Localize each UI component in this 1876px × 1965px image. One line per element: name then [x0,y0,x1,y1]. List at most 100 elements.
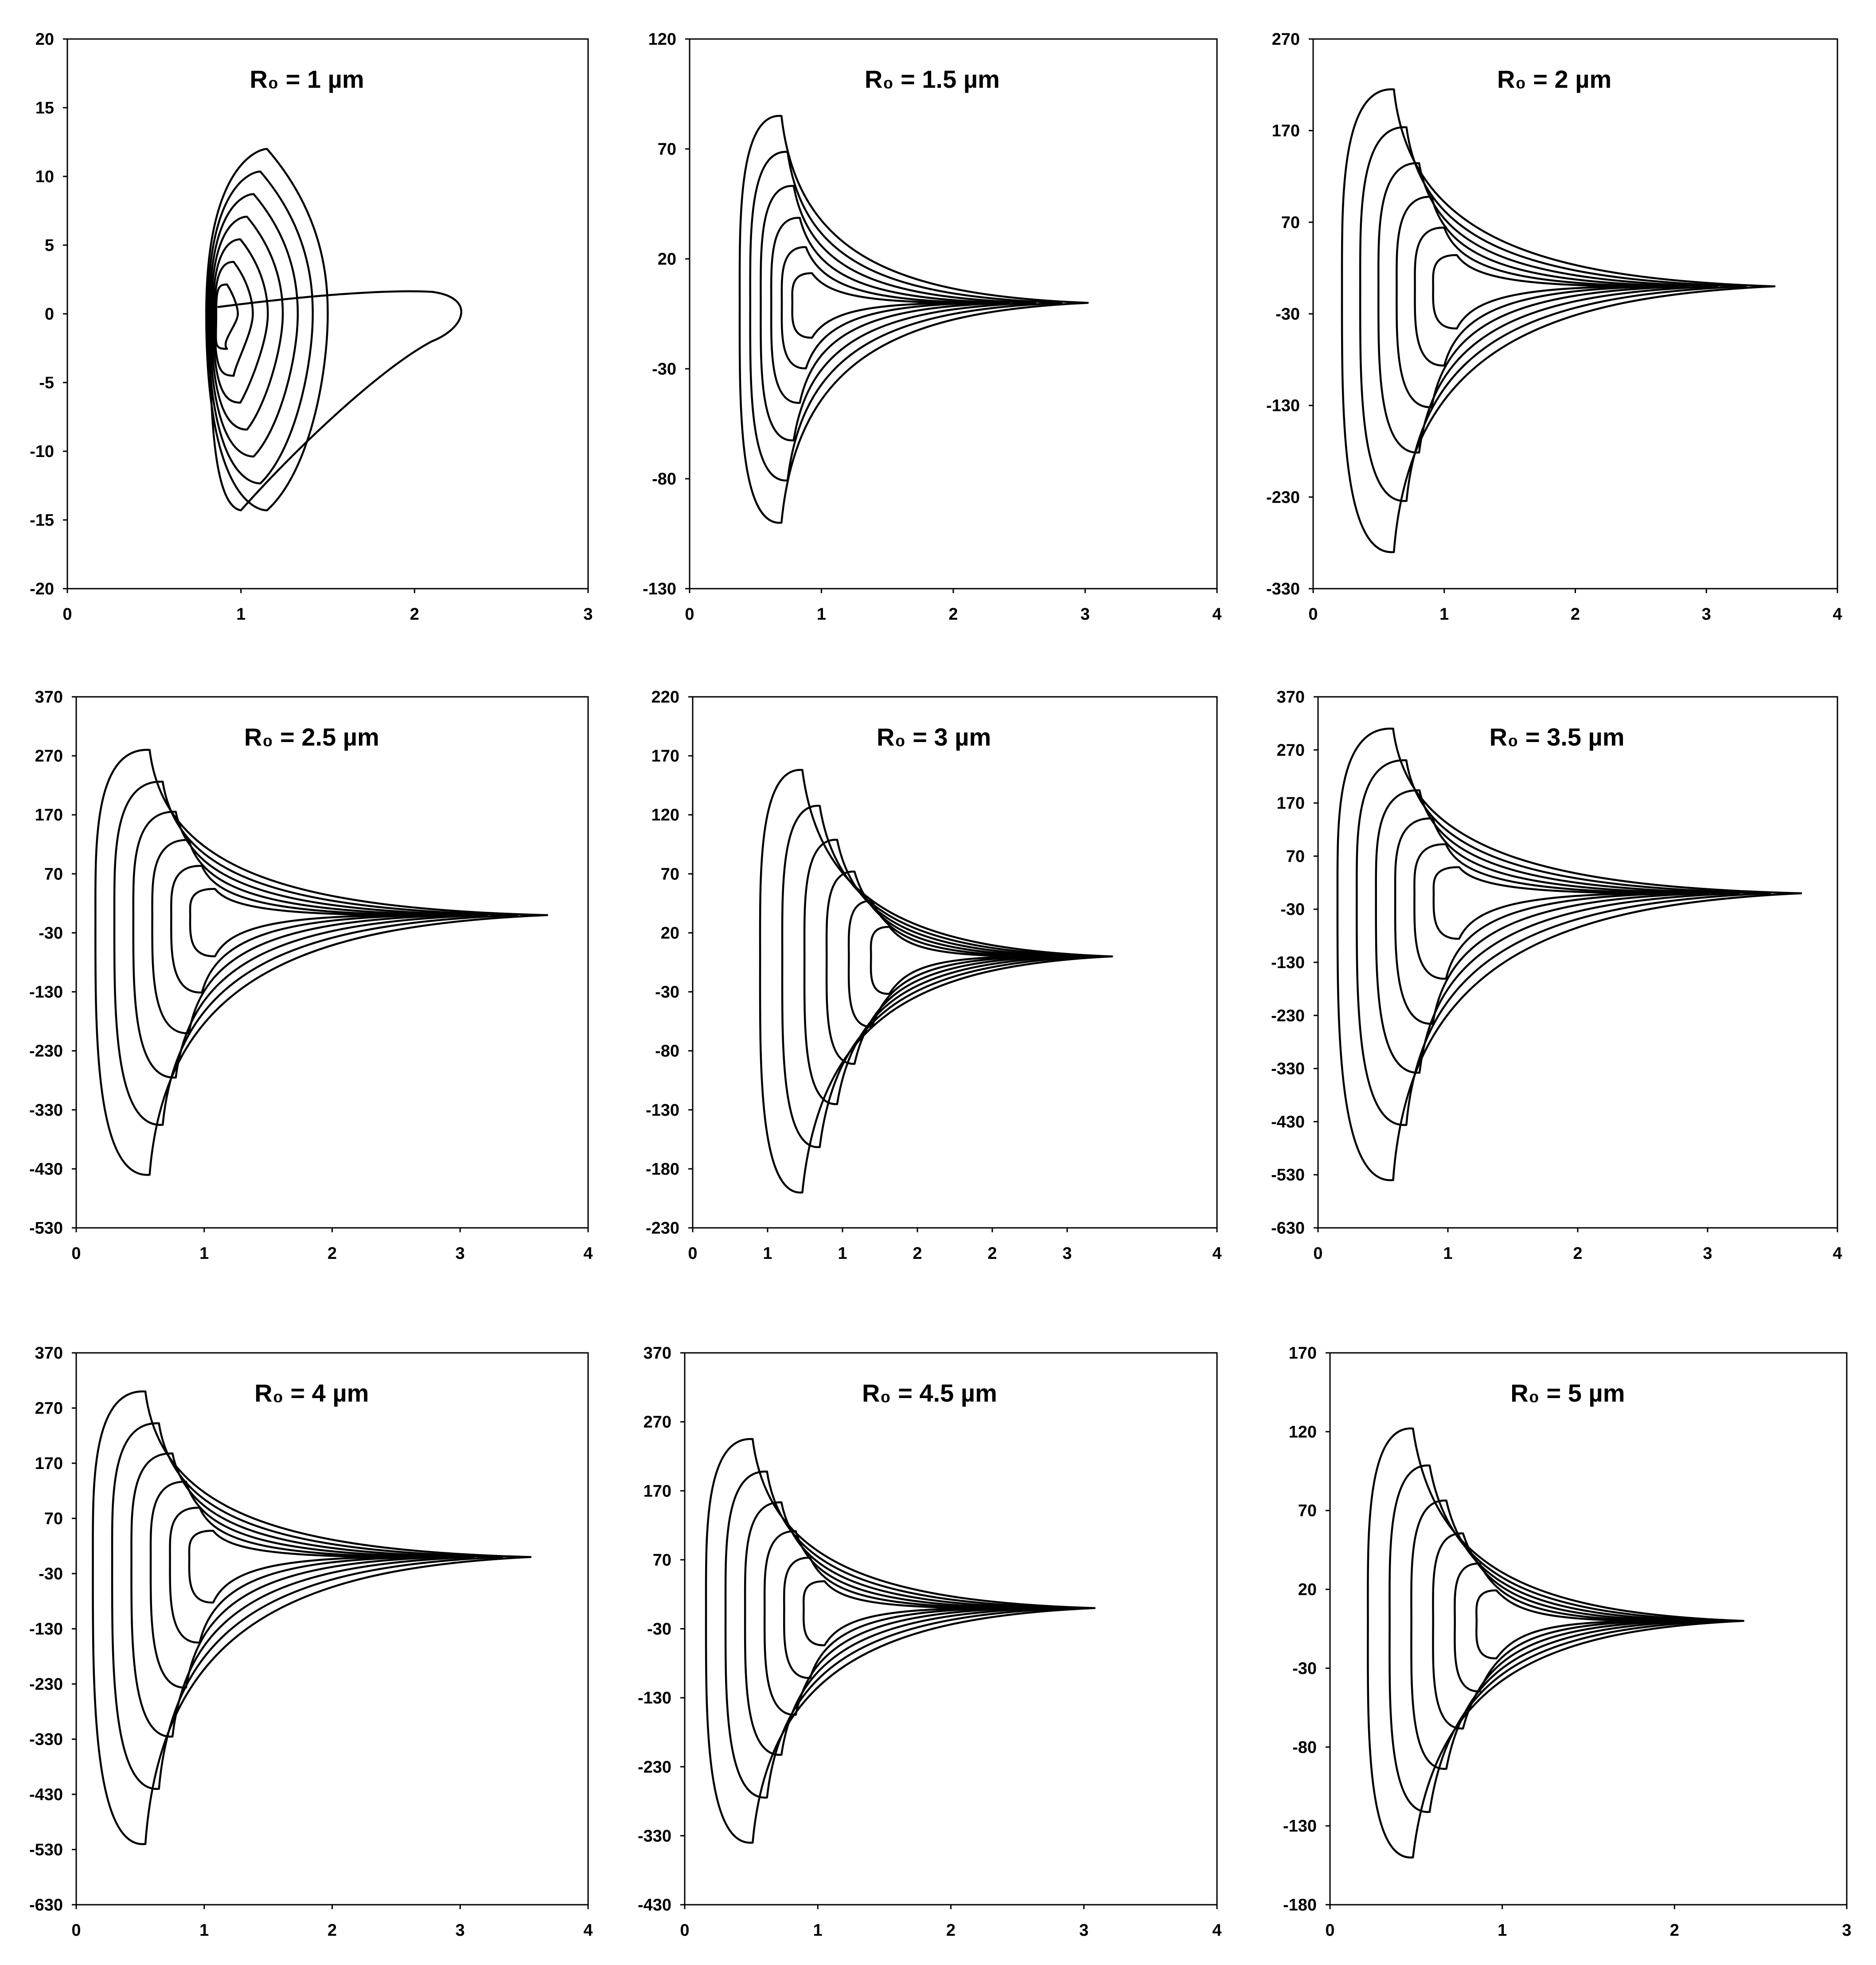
trajectory-loop [825,871,1060,1065]
x-tick-label: 3 [1703,1244,1712,1263]
y-tick-label: -330 [1266,580,1300,598]
panel-title: R₀ = 2 µm [1497,65,1611,93]
trajectory-loop [770,217,1010,404]
y-tick-label: -630 [1271,1219,1305,1238]
y-tick-label: -430 [29,1785,63,1804]
trajectory-loop [744,1501,1049,1756]
y-tick-label: 170 [1277,794,1305,813]
y-tick-label: 120 [1289,1423,1317,1442]
x-tick-label: 2 [1573,1244,1582,1263]
y-tick-label: 20 [661,924,679,942]
x-tick-label: 2 [948,605,958,624]
trajectory-loop [1454,1563,1663,1692]
y-tick-label: -130 [29,1620,63,1639]
trajectory-series [1336,727,1802,1181]
trajectory-loop [803,839,1078,1105]
y-tick-label: 170 [651,747,679,766]
trajectory-loop [188,1530,390,1604]
trajectory-series [738,115,1089,524]
y-tick-label: 270 [1272,30,1300,49]
y-tick-label: -10 [30,442,54,461]
trajectory-loop [213,261,254,377]
panel-title: R₀ = 3.5 µm [1490,723,1625,751]
x-tick-label: 0 [71,1921,81,1940]
y-tick-label: 20 [658,250,676,269]
panel-9: 170 120 70 20 -30 -80 -130 -180 0 1 2 3 R₀ = 5 µm [1283,1344,1852,1940]
trajectory-loop [132,811,488,1079]
trajectory-loop [1432,254,1632,330]
x-tick-label: 0 [688,1244,697,1263]
trajectory-series [705,1438,1096,1844]
x-tick-label: 4 [583,1921,593,1940]
x-tick-label: 0 [1325,1921,1334,1940]
y-tick-label: -130 [638,1689,671,1707]
x-tick-label: 3 [1062,1244,1072,1263]
plot-frame [692,696,1218,1229]
x-tick-label: 3 [1702,605,1711,624]
trajectory-loop [724,1470,1073,1799]
y-tick-label: -180 [646,1160,679,1179]
trajectory-loop [1475,1589,1643,1660]
y-tick-label: -430 [29,1160,63,1179]
trajectory-series [1341,88,1776,553]
y-tick-label: -430 [638,1896,671,1914]
trajectory-loop [151,839,458,1035]
y-tick-label: -30 [647,1620,671,1639]
trajectory-loop [763,1530,1026,1716]
y-tick-label: -180 [1283,1896,1317,1914]
y-tick-label: 370 [35,688,63,707]
y-tick-label: 270 [35,1399,63,1418]
panel-3: 270 170 70 -30 -130 -230 -330 0 1 2 3 4 R₀ = 2 µm [1266,30,1842,624]
y-tick-label: -130 [646,1101,679,1120]
trajectory-loop [92,1390,532,1845]
y-tick-label: -330 [1271,1060,1305,1078]
y-tick-label: 170 [644,1482,671,1500]
y-tick-label: -30 [39,1565,63,1583]
y-tick-label: 170 [1289,1344,1317,1363]
y-tick-label: 270 [644,1413,671,1432]
trajectory-loop [1388,1464,1724,1813]
y-tick-label: 120 [651,806,679,824]
plot-frame [1312,38,1838,590]
trajectory-loop [1414,227,1661,367]
y-tick-label: -80 [655,1042,679,1061]
y-tick-label: 5 [45,236,54,255]
y-tick-label: 70 [44,1510,63,1528]
y-tick-label: -30 [655,983,679,1002]
y-tick-label: 70 [1286,847,1305,866]
x-tick-label: 0 [685,605,694,624]
y-tick-label: -20 [30,580,54,598]
y-tick-label: 370 [35,1344,63,1363]
panel-8: 370 270 170 70 -30 -130 -230 -330 -430 0 1 2 3 4 R₀ = … [638,1344,1222,1940]
x-tick-label: 0 [62,605,72,624]
trajectory-loop [791,272,958,339]
y-tick-label: -430 [1271,1113,1305,1131]
panel-title: R₀ = 4.5 µm [862,1379,997,1407]
y-tick-label: 20 [35,30,54,49]
trajectory-loop [783,1556,1002,1679]
trajectory-loop [705,1438,1096,1844]
x-tick-label: 0 [1313,1244,1322,1263]
y-tick-label: 70 [658,140,676,159]
y-tick-label: -30 [39,924,63,942]
trajectory-loop [210,215,284,431]
y-tick-label: -230 [1266,488,1300,507]
x-tick-label: 0 [71,1244,81,1263]
trajectory-loop [1432,866,1648,940]
x-tick-label: 4 [1212,605,1221,624]
trajectory-loop [1341,88,1776,553]
y-tick-label: -30 [1275,305,1300,324]
panel-title: R₀ = 1.5 µm [865,65,1000,93]
trajectory-series [1367,1427,1745,1859]
trajectory-loop [738,115,1089,524]
y-tick-label: 0 [45,305,54,324]
y-tick-label: -330 [29,1101,63,1120]
trajectory-loop [169,1507,418,1644]
y-tick-label: 170 [35,1454,63,1473]
x-tick-label: 1 [813,1921,823,1940]
y-tick-label: 170 [35,806,63,824]
trajectory-loop [205,148,329,512]
y-tick-label: 20 [1298,1581,1317,1599]
panel-7: 370 270 170 70 -30 -130 -230 -330 -430 -530 -630 0 1… [29,1344,593,1940]
x-tick-label: 1 [1498,1921,1507,1940]
